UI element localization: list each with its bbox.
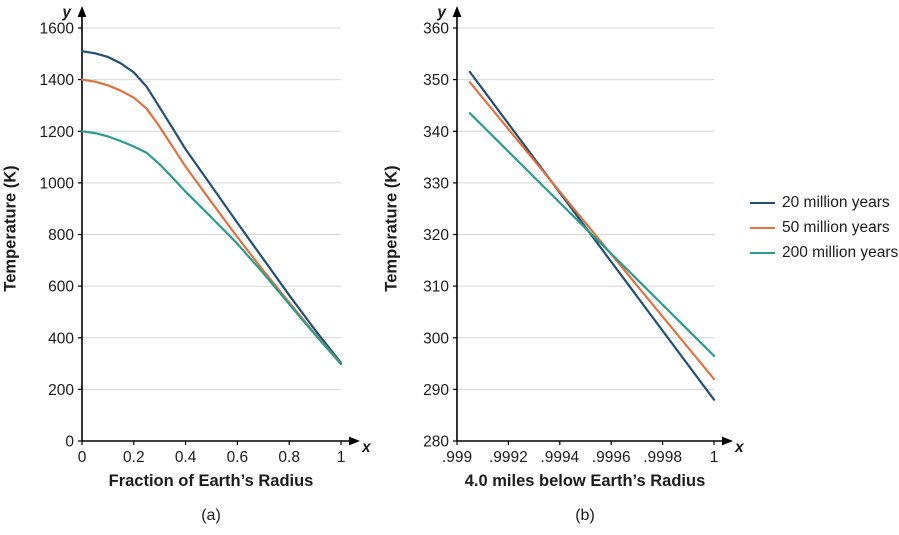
y-tick-label: 1600 bbox=[40, 21, 75, 38]
x-tick-label: .9994 bbox=[540, 449, 579, 466]
chart-b-caption: (b) bbox=[575, 507, 595, 524]
chart-b-y-axis-title: Temperature (K) bbox=[382, 165, 401, 292]
x-tick-label: .999 bbox=[442, 449, 472, 466]
y-tick-label: 600 bbox=[48, 279, 74, 296]
chart-b-x-axis-title: 4.0 miles below Earth’s Radius bbox=[464, 472, 706, 490]
x-tick-label: 0.6 bbox=[227, 449, 249, 466]
x-tick-label: .9992 bbox=[489, 449, 528, 466]
series-50-million-years bbox=[80, 78, 343, 365]
x-tick-label: .9998 bbox=[643, 449, 682, 466]
legend-swatch bbox=[750, 226, 775, 229]
y-tick-label: 400 bbox=[48, 330, 74, 347]
y-tick-label: 200 bbox=[48, 382, 74, 399]
y-tick-label: 1000 bbox=[40, 175, 75, 192]
chart-a-y-axis-title: Temperature (K) bbox=[1, 165, 20, 292]
legend-item-20-million-years: 20 million years bbox=[750, 190, 898, 215]
y-tick-label: 0 bbox=[65, 434, 74, 451]
x-tick-label: 1 bbox=[710, 449, 719, 466]
y-axis-symbol: y bbox=[61, 4, 72, 21]
x-tick-label: 0.8 bbox=[278, 449, 300, 466]
y-tick-label: 320 bbox=[423, 227, 449, 244]
y-tick-label: 300 bbox=[423, 330, 449, 347]
y-tick-label: 290 bbox=[423, 382, 449, 399]
y-axis-arrowhead bbox=[452, 6, 462, 17]
y-tick-label: 280 bbox=[423, 434, 449, 451]
x-tick-label: 0.2 bbox=[123, 449, 145, 466]
x-axis-symbol: x bbox=[361, 439, 372, 456]
x-axis-arrowhead bbox=[722, 436, 733, 446]
x-tick-label: 0.4 bbox=[175, 449, 197, 466]
y-tick-label: 360 bbox=[423, 21, 449, 38]
series-20-million-years bbox=[80, 50, 343, 364]
x-tick-label: .9996 bbox=[592, 449, 631, 466]
x-axis-arrowhead bbox=[349, 436, 360, 446]
legend-swatch bbox=[750, 251, 775, 254]
chart-a-caption: (a) bbox=[201, 507, 221, 524]
legend-item-label: 20 million years bbox=[782, 193, 890, 211]
series-200-million-years bbox=[468, 112, 716, 357]
y-axis-symbol: y bbox=[436, 4, 447, 21]
legend-item-label: 50 million years bbox=[782, 218, 890, 236]
y-tick-label: 340 bbox=[423, 124, 449, 141]
chart-b-canvas: y x 280 290 300 310 320 330 340 350 360 .999 .9992 .9… bbox=[423, 4, 745, 466]
legend-item-200-million-years: 200 million years bbox=[750, 240, 898, 265]
legend-item-label: 200 million years bbox=[782, 243, 899, 261]
x-axis-symbol: x bbox=[734, 439, 745, 456]
chart-a-canvas: y x 0 200 400 600 800 1000 1200 1400 1600 0 0.2 0.4 0.… bbox=[40, 4, 372, 466]
x-tick-label: 1 bbox=[337, 449, 346, 466]
series-200-million-years bbox=[80, 130, 343, 366]
y-tick-label: 800 bbox=[48, 227, 74, 244]
legend: 20 million years 50 million years 200 mill… bbox=[750, 190, 898, 265]
y-tick-label: 1200 bbox=[40, 124, 75, 141]
x-tick-label: 0 bbox=[78, 449, 87, 466]
chart-a-x-axis-title: Fraction of Earth’s Radius bbox=[108, 472, 314, 490]
legend-swatch bbox=[750, 201, 775, 204]
y-tick-label: 330 bbox=[423, 175, 449, 192]
y-tick-label: 1400 bbox=[40, 72, 75, 89]
y-tick-label: 350 bbox=[423, 72, 449, 89]
legend-item-50-million-years: 50 million years bbox=[750, 215, 898, 240]
y-axis-arrowhead bbox=[77, 6, 87, 17]
series-50-million-years bbox=[468, 81, 716, 381]
y-tick-label: 310 bbox=[423, 279, 449, 296]
